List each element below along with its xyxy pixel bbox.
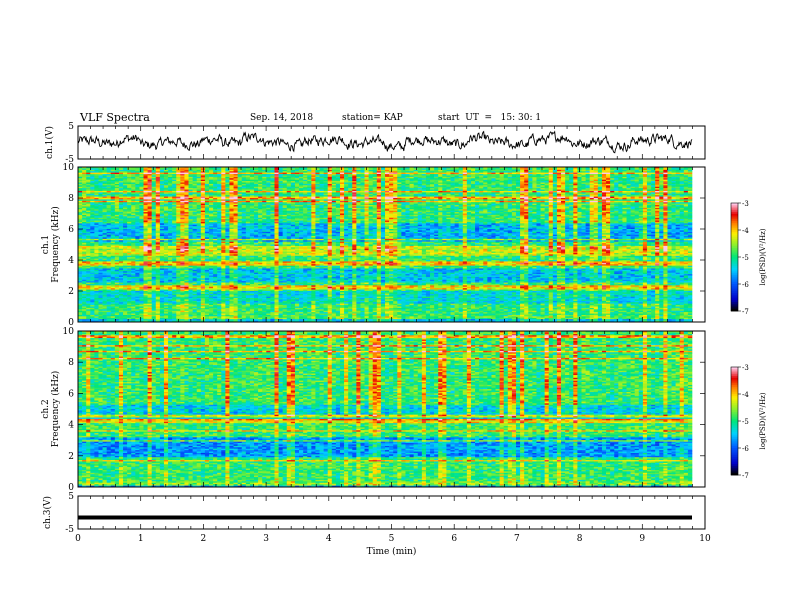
x-axis-label: Time (min) <box>367 546 417 557</box>
y-tick-label: 4 <box>68 256 74 266</box>
x-tick-label: 6 <box>451 534 457 544</box>
ch1-ylabel: ch.1 Frequency (kHz) <box>41 206 61 283</box>
colorbar-tick-label: -6 <box>742 445 749 453</box>
x-tick-label: 9 <box>639 534 645 544</box>
start-time-label: start UT = 15: 30: 1 <box>438 113 541 123</box>
y-tick-label: -5 <box>65 525 74 535</box>
y-tick-label: 10 <box>63 163 75 173</box>
ch2-colorbar <box>731 367 738 476</box>
y-tick-label: 6 <box>68 389 74 399</box>
chart-title: VLF Spectra <box>80 111 150 124</box>
y-tick-label: 8 <box>68 194 74 204</box>
y-tick-label: 6 <box>68 225 74 235</box>
x-tick-label: 7 <box>514 534 520 544</box>
ch1-ylabel-line: ch.1 <box>41 235 51 254</box>
ch3-ylabel: ch.3(V) <box>42 496 53 529</box>
y-tick-label: 5 <box>68 122 74 132</box>
ch1-colorbar <box>731 203 738 312</box>
y-tick-label: 5 <box>68 492 74 502</box>
ch2-ylabel-line: Frequency (kHz) <box>50 371 61 448</box>
x-tick-label: 5 <box>389 534 395 544</box>
ch1-ylabel: ch.1(V) <box>44 126 55 159</box>
y-tick-label: 2 <box>68 287 74 297</box>
y-tick-label: 0 <box>68 318 74 328</box>
ch2-colorbar-label-line: log(PSD)(V²/Hz) <box>759 392 767 449</box>
colorbar-tick-label: -4 <box>742 391 749 399</box>
x-tick-label: 3 <box>263 534 269 544</box>
x-tick-label: 0 <box>75 534 81 544</box>
ch2-ylabel-line: ch.2 <box>41 399 51 418</box>
ch2-spectrogram <box>78 331 693 488</box>
x-tick-label: 8 <box>577 534 583 544</box>
x-tick-label: 10 <box>699 534 711 544</box>
ch1-spectrogram <box>78 167 693 323</box>
y-tick-label: 0 <box>68 483 74 493</box>
y-tick-label: 4 <box>68 421 74 431</box>
ch2-colorbar-label: log(PSD)(V²/Hz) <box>759 392 767 449</box>
colorbar-tick-label: -5 <box>742 254 749 262</box>
colorbar-tick-label: -6 <box>742 281 749 289</box>
ch1-colorbar-label-line: log(PSD)(V²/Hz) <box>759 228 767 285</box>
x-tick-label: 4 <box>326 534 332 544</box>
ch1-colorbar-label: log(PSD)(V²/Hz) <box>759 228 767 285</box>
x-tick-label: 2 <box>201 534 207 544</box>
y-tick-label: -5 <box>65 155 74 165</box>
y-tick-label: 2 <box>68 452 74 462</box>
colorbar-tick-label: -7 <box>742 472 749 480</box>
y-tick-label: 10 <box>63 327 75 337</box>
colorbar-tick-label: -5 <box>742 418 749 426</box>
ch3-ylabel-line: ch.3(V) <box>42 496 53 529</box>
y-tick-label: 8 <box>68 358 74 368</box>
ch1-waveform-line <box>77 130 693 154</box>
colorbar-tick-label: -3 <box>742 200 749 208</box>
date-label: Sep. 14, 2018 <box>250 113 313 123</box>
ch2-ylabel: ch.2 Frequency (kHz) <box>41 371 61 448</box>
ch1-ylabel-line: ch.1(V) <box>44 126 55 159</box>
ch1-ylabel-line: Frequency (kHz) <box>50 206 61 283</box>
colorbar-tick-label: -7 <box>742 308 749 316</box>
colorbar-tick-label: -4 <box>742 227 749 235</box>
x-tick-label: 1 <box>138 534 144 544</box>
station-label: station= KAP <box>342 113 403 123</box>
colorbar-tick-label: -3 <box>742 364 749 372</box>
